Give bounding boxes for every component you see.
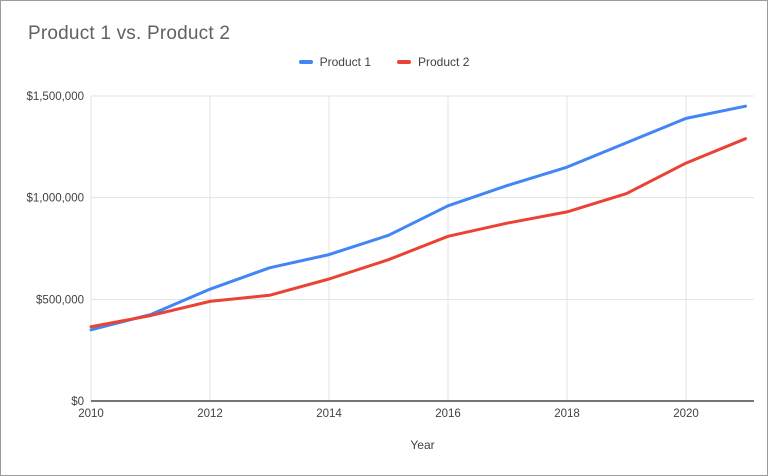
y-tick-label: $0 <box>71 396 84 408</box>
x-tick-label: 2018 <box>554 408 580 420</box>
x-tick-label: 2012 <box>197 408 223 420</box>
y-tick-label: $1,000,000 <box>26 193 84 205</box>
x-tick-label: 2014 <box>316 408 342 420</box>
legend-label: Product 1 <box>319 55 371 69</box>
x-tick-label: 2016 <box>435 408 461 420</box>
legend-swatch-icon <box>298 60 313 64</box>
x-axis-title: Year <box>410 438 435 452</box>
legend-label: Product 2 <box>418 55 470 69</box>
series-line-1 <box>89 104 747 332</box>
y-tick-label: $500,000 <box>36 294 84 306</box>
legend-swatch-icon <box>397 60 411 64</box>
legend-item-1: Product 1 <box>298 55 371 69</box>
legend: Product 1 Product 2 <box>1 55 767 69</box>
y-tick-label: $1,500,000 <box>26 91 84 103</box>
x-tick-label: 2020 <box>673 408 699 420</box>
series-line-2 <box>89 137 747 329</box>
chart-title: Product 1 vs. Product 2 <box>28 23 231 44</box>
x-tick-label: 2010 <box>78 408 104 420</box>
legend-item-2: Product 2 <box>397 55 469 69</box>
